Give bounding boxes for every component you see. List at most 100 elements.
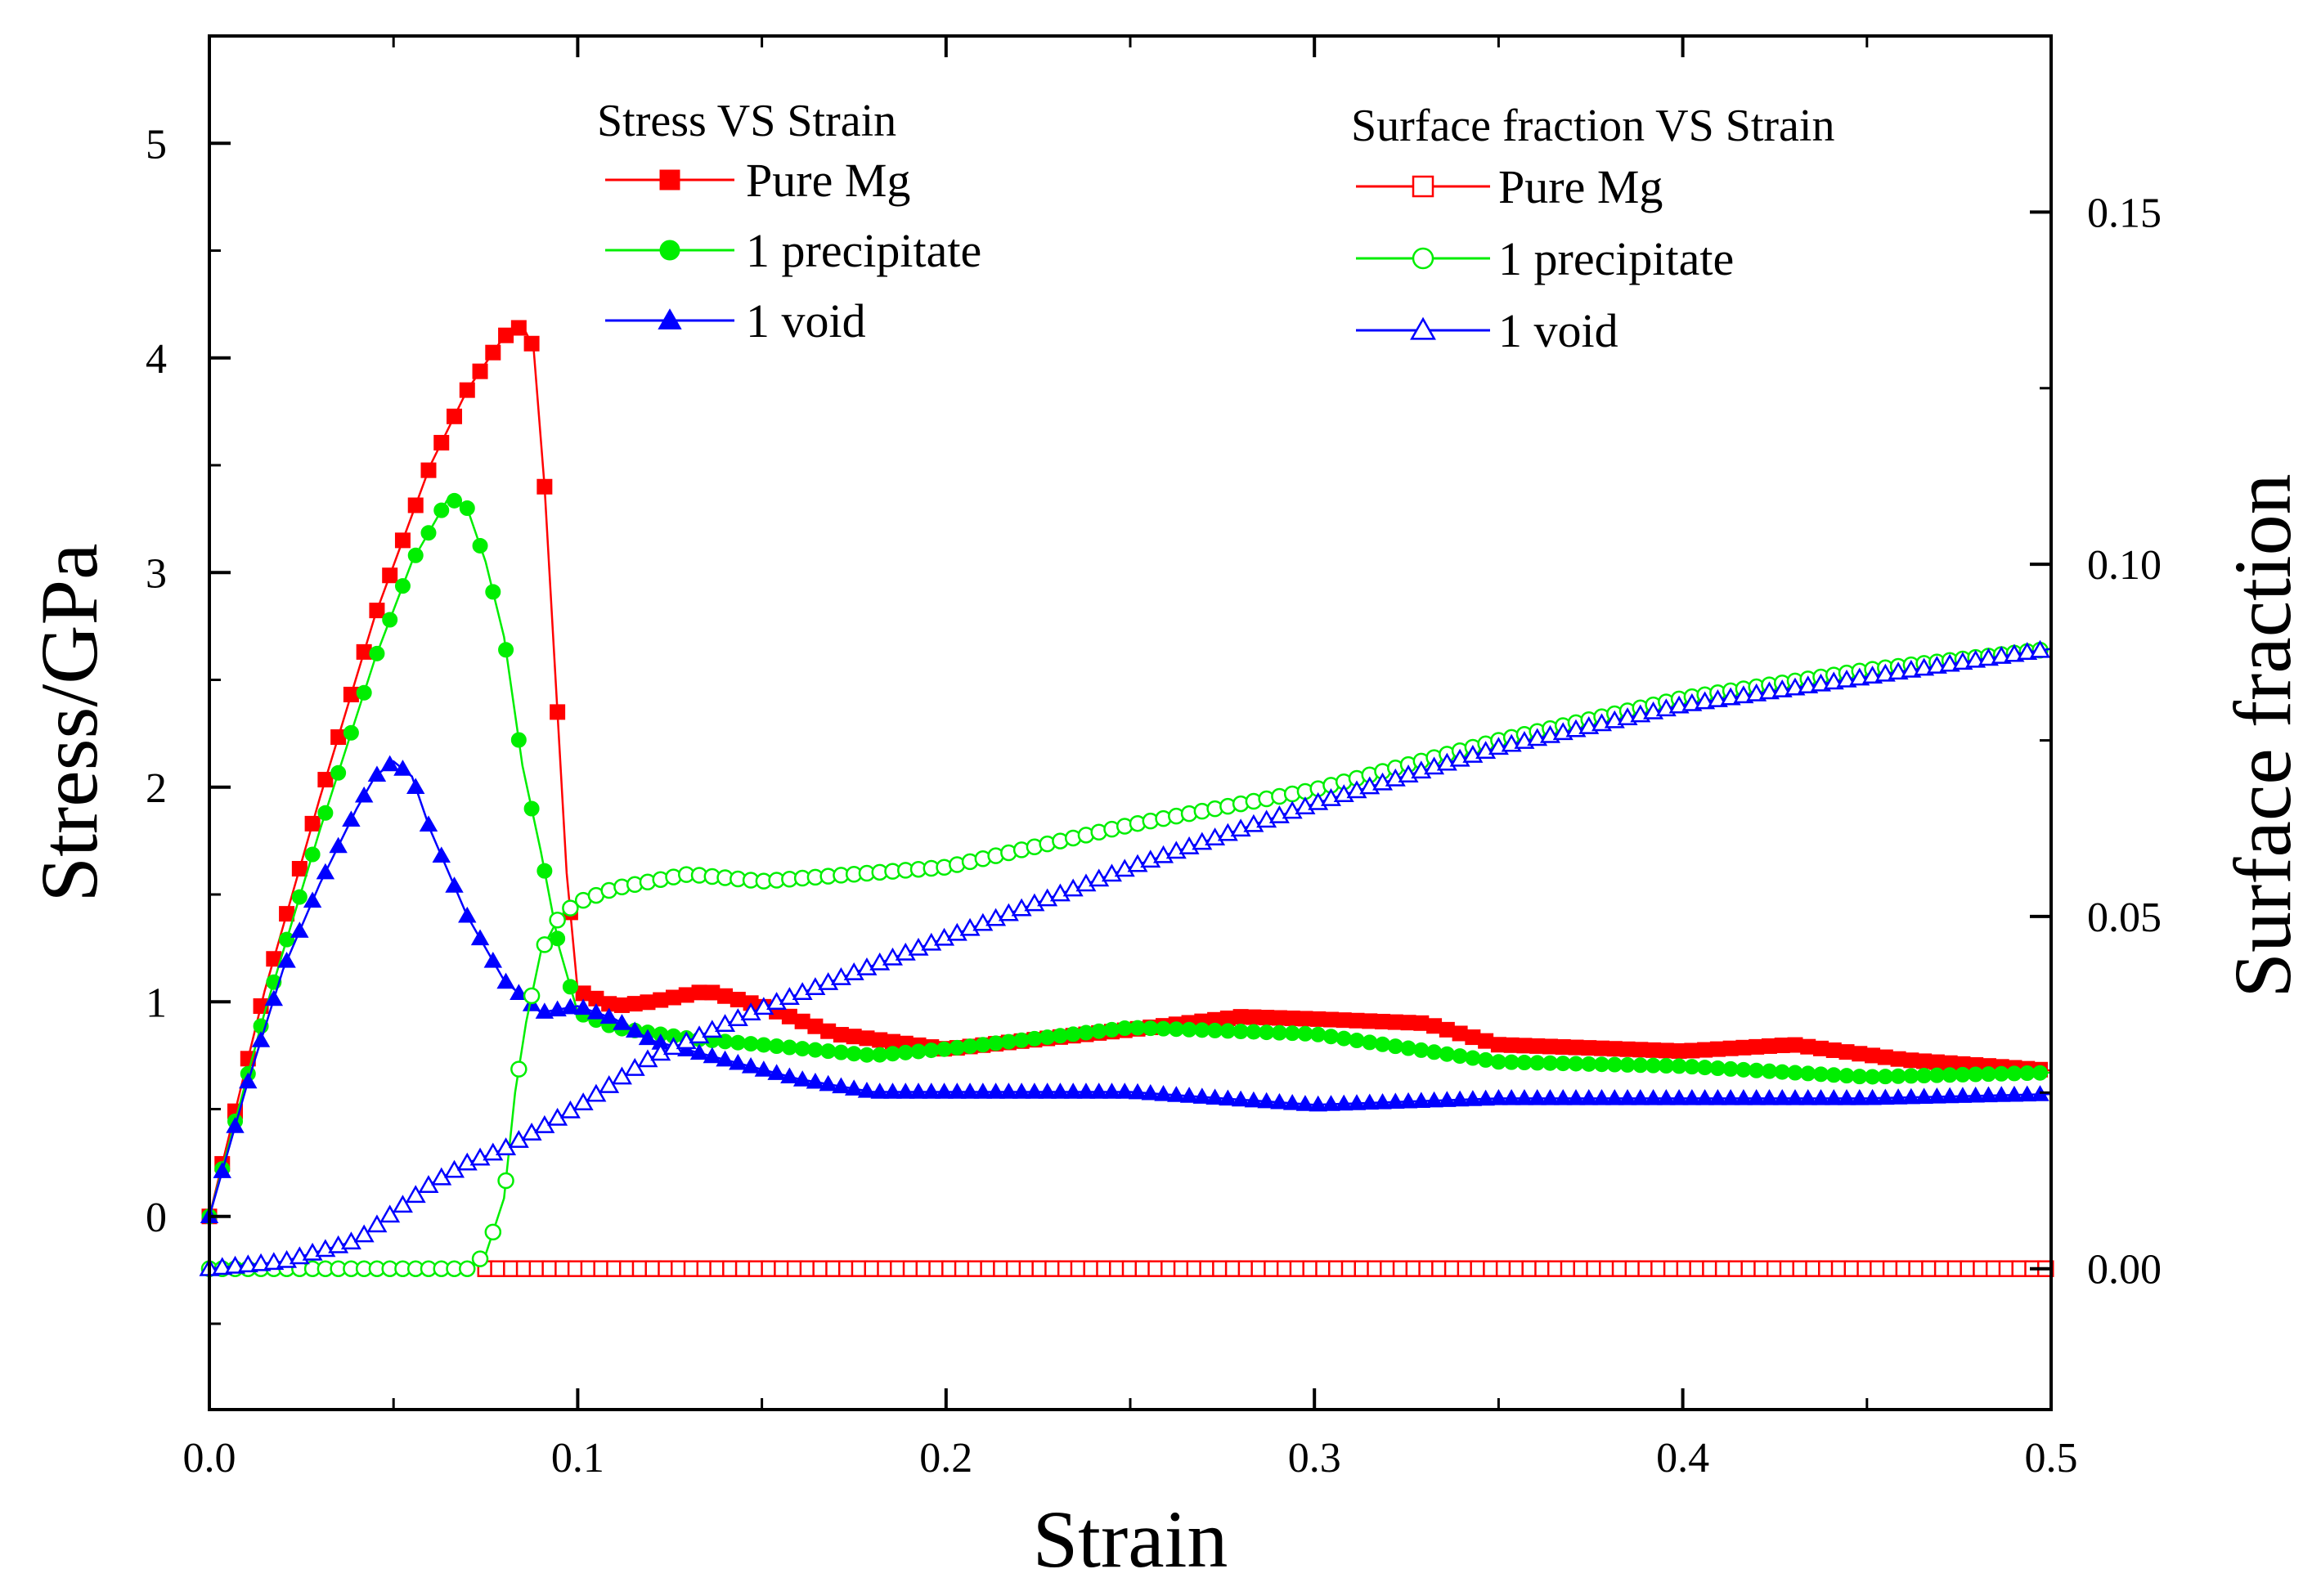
x-tick-label: 0.5 <box>2025 1435 2078 1482</box>
data-point <box>1798 1089 1817 1105</box>
data-point <box>523 800 540 817</box>
x-axis-title: Strain <box>1033 1494 1228 1585</box>
data-point <box>2017 642 2038 661</box>
data-point <box>447 492 463 509</box>
series-right-1-void <box>199 639 2052 1276</box>
data-point <box>948 1083 967 1099</box>
data-point <box>279 931 295 948</box>
legend-label: Pure Mg <box>746 154 910 207</box>
data-point <box>1722 1060 1739 1077</box>
data-point <box>1154 1084 1173 1101</box>
data-point <box>1101 863 1122 882</box>
data-point <box>2018 1085 2036 1102</box>
data-point <box>470 929 490 946</box>
data-point <box>562 979 578 995</box>
data-point <box>1000 1033 1017 1050</box>
data-point <box>1347 1094 1367 1110</box>
legend-label: 1 precipitate <box>1498 232 1734 285</box>
data-point <box>1439 1046 1455 1062</box>
data-point <box>291 889 308 905</box>
data-point <box>638 1029 658 1046</box>
plot-frame <box>208 34 2053 1411</box>
data-point <box>1810 673 1832 692</box>
data-point <box>1231 1090 1250 1107</box>
data-point <box>792 982 813 1000</box>
data-point <box>380 755 399 772</box>
data-point <box>599 1007 618 1024</box>
data-point <box>483 1142 504 1161</box>
data-point <box>1141 1083 1160 1101</box>
data-point <box>1836 669 1857 688</box>
legend-marker <box>659 240 680 261</box>
data-point <box>1991 1086 2011 1102</box>
data-point <box>548 1000 567 1017</box>
data-point <box>1811 1089 1830 1105</box>
data-point <box>2031 1065 2048 1081</box>
data-point <box>510 1060 528 1078</box>
data-point <box>1091 1023 1107 1039</box>
data-point <box>419 815 438 832</box>
y-tick-label: 3 <box>146 550 167 597</box>
data-point <box>921 932 942 951</box>
data-point <box>1426 1044 1443 1060</box>
data-point <box>1800 1065 1816 1082</box>
y-tick-label: 1 <box>146 980 167 1026</box>
y2-axis-title: Surface fraction <box>2217 473 2308 998</box>
data-point <box>1375 1036 1391 1052</box>
data-point <box>1051 1083 1070 1099</box>
data-point <box>1850 1089 1870 1105</box>
data-point <box>1349 1032 1365 1048</box>
data-point <box>1038 1083 1057 1099</box>
data-point <box>1336 1030 1352 1047</box>
data-point <box>1978 648 1999 666</box>
data-point <box>290 921 309 938</box>
data-point <box>510 732 527 748</box>
data-point <box>1024 893 1045 912</box>
data-point <box>447 408 463 424</box>
data-point <box>1362 1034 1378 1051</box>
data-point <box>433 434 450 451</box>
legend-marker <box>658 308 682 330</box>
data-point <box>304 815 321 832</box>
data-point <box>1747 1089 1766 1105</box>
data-point <box>1128 1083 1147 1100</box>
data-point <box>1953 1087 1973 1103</box>
data-point <box>1579 1089 1598 1105</box>
data-point <box>1528 1089 1547 1105</box>
data-point <box>279 906 295 922</box>
data-point <box>729 1053 747 1070</box>
data-point <box>536 936 554 953</box>
data-point <box>1849 667 1870 686</box>
data-point <box>213 1162 231 1178</box>
data-point <box>277 952 296 968</box>
data-point <box>1787 1065 1803 1081</box>
series-left-1-precipitate <box>201 492 2052 1225</box>
data-point <box>1684 1059 1700 1075</box>
data-point <box>870 1083 889 1099</box>
legend-marker <box>1412 247 1434 270</box>
legend-title: Stress VS Strain <box>597 96 896 146</box>
data-point <box>394 578 411 594</box>
y-tick-label: 2 <box>146 765 167 812</box>
data-point <box>1425 1091 1443 1108</box>
data-point <box>908 937 929 956</box>
data-point <box>549 911 566 929</box>
data-point <box>923 1042 940 1059</box>
data-point <box>1863 1088 1882 1105</box>
data-point <box>624 1057 645 1076</box>
data-point <box>1167 1086 1186 1102</box>
data-point <box>1888 1088 1908 1105</box>
data-point <box>1695 691 1716 710</box>
data-point <box>561 998 580 1015</box>
data-point <box>1761 1063 1777 1079</box>
data-point <box>832 1077 851 1094</box>
data-point <box>550 704 566 720</box>
data-point <box>1219 1089 1237 1106</box>
data-point <box>1798 675 1819 694</box>
data-point <box>367 765 387 782</box>
data-point <box>536 863 553 879</box>
data-point <box>330 729 347 745</box>
data-point <box>1270 1092 1289 1110</box>
data-point <box>342 810 361 827</box>
data-point <box>895 942 916 961</box>
